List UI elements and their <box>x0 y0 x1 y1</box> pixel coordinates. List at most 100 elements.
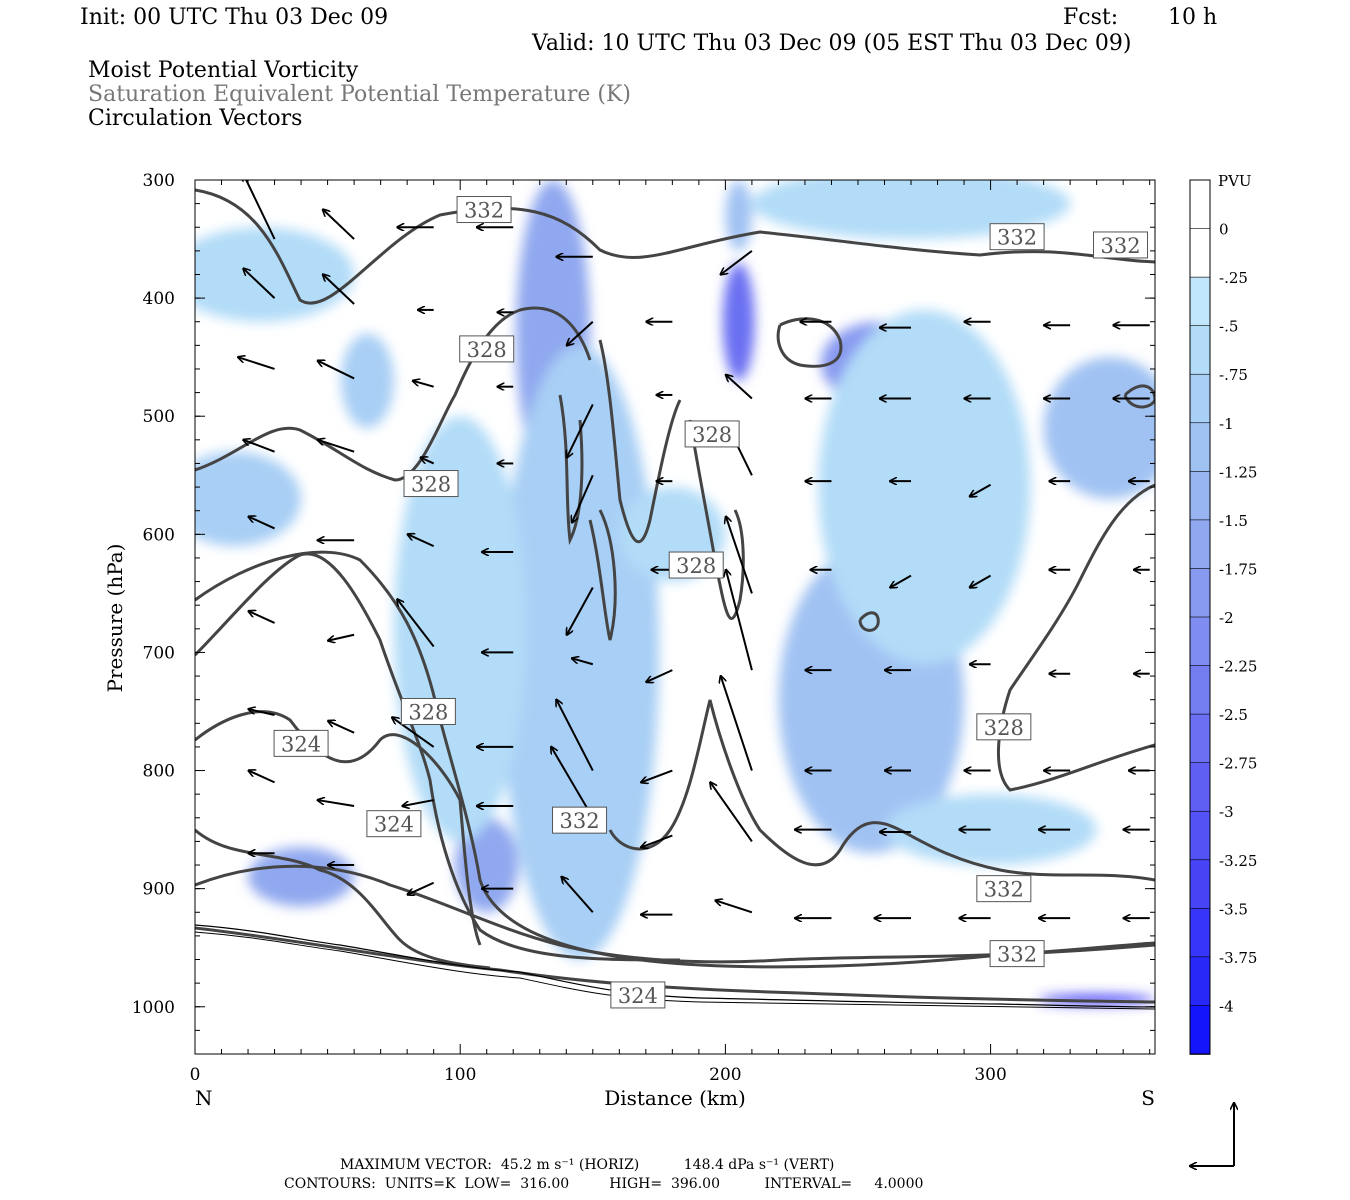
colorbar-level-4: -1 <box>1219 415 1234 433</box>
circulation-vector-77 <box>249 771 275 784</box>
colorbar-level-12: -3 <box>1219 803 1234 821</box>
contour-label-text-0: 332 <box>464 199 504 223</box>
circulation-vector-43 <box>408 534 435 548</box>
circulation-vector-50 <box>970 574 992 588</box>
pv-anomaly-9 <box>722 262 755 381</box>
contour-label-4: 328 <box>684 420 740 448</box>
contour-info-note: CONTOURS: UNITS=K LOW= 316.00 HIGH= 396.… <box>284 1176 924 1192</box>
colorbar-swatch-15 <box>1189 908 1211 958</box>
circulation-vector-81 <box>551 747 594 819</box>
theta-contour-line-13 <box>588 509 617 641</box>
contour-label-12: 332 <box>976 875 1032 903</box>
colorbar-swatch-1 <box>1189 228 1211 278</box>
theta-contour-line-10 <box>558 394 584 546</box>
circulation-vector-83 <box>710 782 753 842</box>
circulation-vector-71 <box>721 676 753 771</box>
circulation-vector-11 <box>318 361 355 380</box>
circulation-vector-2 <box>243 269 276 299</box>
contour-label-2: 332 <box>1093 231 1149 259</box>
colorbar-level-0: 0 <box>1219 221 1229 239</box>
x-axis-label: Distance (km) <box>604 1086 746 1110</box>
colorbar-swatch-8 <box>1189 568 1211 618</box>
contour-label-5: 328 <box>403 470 459 498</box>
contour-label-text-6: 328 <box>676 554 716 578</box>
colorbar-unit: PVU <box>1218 172 1252 190</box>
circulation-vector-47 <box>726 517 753 594</box>
colorbar: 0 -.25 -.5 -.75 -1 -1.25 -1.5 -1.75 -2 -2.25 -2.5 -… <box>1189 179 1257 1055</box>
circulation-vector-3 <box>323 274 355 305</box>
circulation-vector-14 <box>567 403 594 457</box>
x-tick-label-0: 0 <box>190 1065 201 1085</box>
circulation-vector-18 <box>726 375 753 400</box>
contour-label-text-8: 328 <box>984 716 1024 740</box>
y-tick-label-1: 400 <box>143 289 175 309</box>
colorbar-swatch-17 <box>1189 1005 1211 1055</box>
contour-label-text-13: 332 <box>997 943 1037 967</box>
contour-label-text-9: 324 <box>281 732 321 756</box>
theta-contour-line-14 <box>776 317 843 368</box>
colorbar-swatch-5 <box>1189 422 1211 473</box>
y-tick-label-3: 600 <box>143 525 175 545</box>
forecast-hour: 10 h <box>1168 5 1218 30</box>
contour-label-text-7: 328 <box>408 700 448 724</box>
colorbar-swatch-6 <box>1189 471 1211 521</box>
circulation-vector-58 <box>646 669 673 682</box>
colorbar-swatch-13 <box>1189 810 1211 861</box>
colorbar-swatch-4 <box>1189 373 1211 424</box>
colorbar-swatch-10 <box>1189 665 1211 715</box>
circulation-vector-95 <box>716 900 753 914</box>
y-axis-label: Pressure (hPa) <box>103 544 127 693</box>
contour-label-9: 324 <box>273 729 329 757</box>
contour-label-text-2: 332 <box>1100 234 1140 258</box>
colorbar-level-13: -3.25 <box>1219 852 1257 870</box>
contour-label-14: 324 <box>610 981 666 1009</box>
y-tick-label-2: 500 <box>143 407 175 427</box>
circulation-vector-78 <box>318 800 355 807</box>
colorbar-level-2: -.5 <box>1219 318 1238 336</box>
colorbar-level-7: -1.75 <box>1219 560 1257 578</box>
circulation-vector-12 <box>413 381 434 388</box>
circulation-vector-41 <box>249 517 275 530</box>
colorbar-swatch-2 <box>1189 276 1211 327</box>
pv-shading <box>195 180 1155 1005</box>
contour-label-11: 332 <box>552 806 608 834</box>
circulation-vector-53 <box>249 611 275 624</box>
contour-label-6: 328 <box>668 551 724 579</box>
y-tick-label-6: 900 <box>143 880 175 900</box>
theta-contour-line-16 <box>1123 384 1155 409</box>
circulation-vector-38 <box>970 483 992 497</box>
colorbar-swatch-0 <box>1189 179 1211 230</box>
field-title-pv: Moist Potential Vorticity <box>88 58 359 83</box>
theta-contour-line-15 <box>858 611 880 632</box>
contour-label-text-10: 324 <box>374 813 414 837</box>
theta-contour-line-1 <box>195 306 592 482</box>
circulation-vector-69 <box>556 700 594 771</box>
circulation-vector-67 <box>392 717 435 748</box>
theta-contour-line-12 <box>688 419 745 621</box>
circulation-vector-45 <box>567 586 594 634</box>
y-tick-label-0: 300 <box>143 171 175 191</box>
colorbar-swatch-7 <box>1189 519 1211 570</box>
contour-label-7: 328 <box>400 697 456 725</box>
contour-label-0: 332 <box>456 196 512 224</box>
circulation-vector-93 <box>562 877 594 913</box>
circulation-vector-10 <box>238 357 275 370</box>
field-title-theta: Saturation Equivalent Potential Temperat… <box>88 82 631 107</box>
axes: 300 400 500 600 700 800 900 1000 0 100 200 300 <box>132 171 1155 1085</box>
contour-label-1: 332 <box>989 223 1045 251</box>
contour-label-text-3: 328 <box>467 338 507 362</box>
circulation-vector-66 <box>328 721 355 734</box>
theta-contour-line-6 <box>195 864 1155 964</box>
theta-contour-line-4 <box>195 710 482 946</box>
circulation-vector-82 <box>641 834 673 848</box>
y-tick-label-5: 800 <box>143 762 175 782</box>
colorbar-level-10: -2.5 <box>1219 706 1248 724</box>
circulation-vector-55 <box>397 599 435 648</box>
x-tick-label-1: 100 <box>444 1065 476 1085</box>
plot-frame <box>194 179 1156 1055</box>
y-tick-label-7: 1000 <box>132 998 175 1018</box>
circulation-vector-29 <box>243 440 275 453</box>
colorbar-level-1: -.25 <box>1219 269 1248 287</box>
circulation-vector-9 <box>567 320 594 346</box>
circulation-vector-31 <box>421 458 435 465</box>
